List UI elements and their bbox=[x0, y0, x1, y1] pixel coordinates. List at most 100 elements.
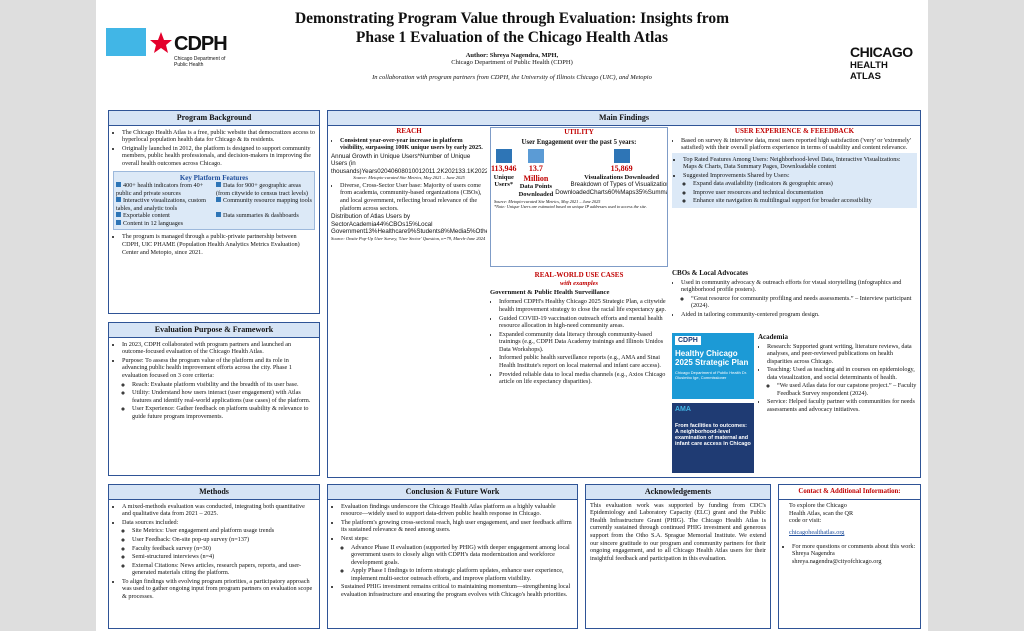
list-item: Based on survey & interview data, most u… bbox=[681, 137, 917, 152]
sub-list: Expand data availability (indicators & g… bbox=[683, 180, 915, 205]
affiliation: Chicago Department of Public Health (CDP… bbox=[451, 59, 573, 67]
list-item: Site Metrics: User engagement and platfo… bbox=[132, 527, 315, 535]
y-tick-label: 120 bbox=[418, 167, 429, 175]
bullet-list: The program is managed through a public-… bbox=[113, 233, 315, 256]
bar-chart: Breakdown of Types of Visualizations Dow… bbox=[555, 181, 668, 197]
list-item: Improve user resources and technical doc… bbox=[693, 189, 915, 197]
x-tick-label: 2022 bbox=[474, 167, 487, 175]
cover-sub: Chicago Department of Public Health Dr. … bbox=[675, 370, 748, 380]
slice-value: 5% bbox=[466, 228, 476, 236]
list-item: Expand data availability (indicators & g… bbox=[693, 180, 915, 188]
stat-icon bbox=[527, 148, 544, 163]
list-item-text: Used in community advocacy & outreach ef… bbox=[681, 278, 902, 294]
x-axis-label: Years bbox=[361, 167, 378, 175]
chart-title: Breakdown of Types of Visualizations Dow… bbox=[555, 181, 668, 197]
list-item: The Chicago Health Atlas is a free, publ… bbox=[122, 129, 315, 144]
y-tick-label: 80 bbox=[401, 167, 409, 175]
slice-label: Local Government bbox=[331, 220, 433, 236]
list-item: Apply Phase I findings to inform strateg… bbox=[351, 567, 573, 582]
list-item: Top Rated Features Among Users: Neighbor… bbox=[683, 156, 915, 171]
cdph-logo-sub: Chicago Department of Public Health bbox=[174, 56, 226, 68]
stat-label: Data Points Downloaded bbox=[518, 183, 554, 199]
stat: 15,869 Visualizations Downloaded Breakdown… bbox=[555, 148, 668, 199]
sub-list: “We used Atlas data for our capstone pro… bbox=[767, 382, 917, 397]
cover-title: From facilities to outcomes: A neighborh… bbox=[675, 423, 751, 447]
list-item: Aided in tailoring community-centered pr… bbox=[681, 311, 917, 319]
pie-chart: Distribution of Atlas Users by SectorAca… bbox=[331, 213, 487, 235]
list-item: In 2023, CDPH collaborated with program … bbox=[122, 341, 315, 356]
slice-value: 8% bbox=[440, 228, 450, 236]
y-tick-label: 60 bbox=[394, 167, 402, 175]
list-item: Expanded community data literacy through… bbox=[499, 331, 668, 354]
bullet-list: Consistent year-over-year increase in pl… bbox=[331, 137, 487, 152]
stat-label: Unique Users* bbox=[493, 173, 514, 189]
y-axis-label: Number of Unique Users (in thousands) bbox=[331, 152, 471, 175]
stat-value: 15,869 bbox=[610, 163, 633, 173]
list-item: Suggested Improvements Shared by Users:E… bbox=[683, 172, 915, 205]
list-item: A mixed-methods evaluation was conducted… bbox=[122, 503, 315, 518]
list-item: Data sources included:Site Metrics: User… bbox=[122, 519, 315, 577]
source-note: *Note: Unique Users are estimated based … bbox=[494, 204, 647, 210]
slice-label: Other bbox=[475, 228, 487, 236]
poster: CDPH Chicago Department of Public Health … bbox=[96, 0, 928, 631]
list-item-text: Purpose: To assess the program value of … bbox=[122, 356, 292, 379]
bullet-list: Top Rated Features Among Users: Neighbor… bbox=[674, 156, 915, 205]
list-item: External Citations: News articles, resea… bbox=[132, 562, 315, 577]
slice-value: 44% bbox=[376, 220, 389, 228]
slice-value: 13% bbox=[365, 228, 378, 236]
collaboration: In collaboration with program partners f… bbox=[372, 74, 652, 82]
list-item: Originally launched in 2012, the platfor… bbox=[122, 145, 315, 168]
section-title: Main Findings bbox=[328, 111, 920, 126]
panel-title: UTILITY bbox=[564, 128, 594, 136]
feature-grid: 400+ health indicators from 40+ public a… bbox=[116, 182, 312, 227]
y-tick-label: 100 bbox=[408, 167, 419, 175]
list-item: Utility: Understand how users interact (… bbox=[132, 389, 315, 404]
feature-item: 400+ health indicators from 40+ public a… bbox=[116, 182, 212, 197]
list-item: Used in community advocacy & outreach ef… bbox=[681, 279, 917, 310]
bullet-list: For more questions or comments about thi… bbox=[783, 543, 916, 566]
bullet-list: Research: Supported grant writing, liter… bbox=[758, 343, 917, 414]
acknowledgement-text: This evaluation work was supported by fu… bbox=[590, 501, 766, 562]
list-item: Advance Phase II evaluation (supported b… bbox=[351, 544, 573, 567]
contact-body: To explore the Chicago Health Atlas, sca… bbox=[779, 500, 920, 568]
section-title: Program Background bbox=[109, 111, 319, 126]
y-tick-label: Charts bbox=[589, 189, 608, 197]
cover-title: Healthy Chicago 2025 Strategic Plan bbox=[675, 349, 749, 367]
y-tick-label: 20 bbox=[380, 167, 388, 175]
list-item: User Experience: Gather feedback on plat… bbox=[132, 405, 315, 420]
slice-label: Students bbox=[416, 228, 441, 236]
list-item-text: Suggested Improvements Shared by Users: bbox=[683, 171, 790, 179]
list-item: Diverse, Cross-Sector User base: Majorit… bbox=[340, 182, 487, 212]
value-label: 60% bbox=[607, 189, 621, 197]
line-chart: Annual Growth in Unique Users*Number of … bbox=[331, 153, 487, 175]
y-tick-label: Maps bbox=[620, 189, 636, 197]
sub-list: “Great resource for community profiling … bbox=[681, 295, 917, 310]
contact-title: Contact & Additional Information: bbox=[779, 485, 920, 501]
value-label: 11.2K bbox=[428, 167, 445, 175]
list-item: The program is managed through a public-… bbox=[122, 233, 315, 256]
list-item: Faculty feedback survey (n=30) bbox=[132, 545, 315, 553]
list-item: Evaluation findings underscore the Chica… bbox=[341, 503, 573, 518]
stats-row: 113,946 Unique Users* 13.7 Million Data Poi… bbox=[491, 148, 668, 199]
stat-value: 13.7 Million bbox=[523, 163, 549, 183]
cdph-logo-text: CDPH bbox=[174, 33, 228, 55]
list-item-text: Data sources included: bbox=[122, 518, 179, 526]
panel-title: REACH bbox=[396, 127, 422, 135]
list-item: “We used Atlas data for our capstone pro… bbox=[777, 382, 917, 397]
contact-questions: For more questions or comments about thi… bbox=[792, 542, 916, 550]
bullet-list: Based on survey & interview data, most u… bbox=[672, 137, 917, 152]
stat-icon bbox=[495, 148, 512, 163]
contact-url: chicagohealthatlas.org bbox=[789, 528, 845, 536]
bullet-list: Informed CDPH's Healthy Chicago 2025 Str… bbox=[490, 298, 668, 385]
section-body: The Chicago Health Atlas is a free, publ… bbox=[109, 126, 319, 259]
section-body: A mixed-methods evaluation was conducted… bbox=[109, 500, 319, 604]
list-item: Informed public health surveillance repo… bbox=[499, 354, 668, 369]
contact-explore: To explore the Chicago Health Atlas, sca… bbox=[789, 502, 854, 525]
source-note: Source: Metopio-curated Site Metrics, Ma… bbox=[494, 199, 601, 205]
value-label: 33.1K bbox=[458, 167, 475, 175]
list-item: Semi-structured interviews (n=4) bbox=[132, 553, 315, 561]
y-tick-label: Summaries bbox=[647, 189, 667, 197]
stat: 13.7 Million Data Points Downloaded bbox=[518, 148, 554, 199]
list-item: Guided COVID-19 vaccination outreach eff… bbox=[499, 315, 668, 330]
author: Author: Shreya Nagendra, MPH, bbox=[465, 52, 559, 60]
